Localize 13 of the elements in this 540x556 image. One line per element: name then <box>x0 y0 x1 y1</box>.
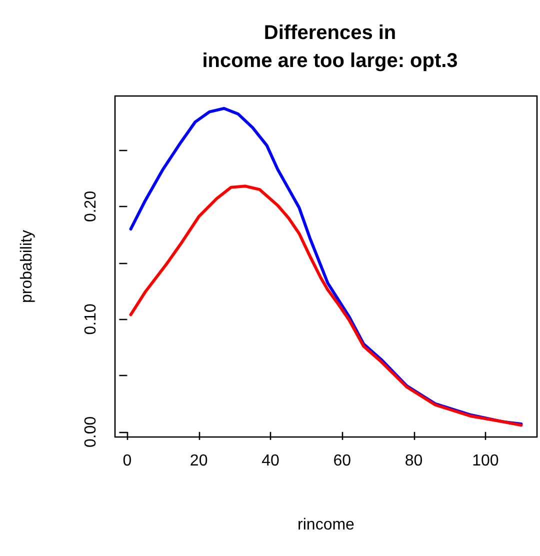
x-tick-label: 100 <box>472 452 499 470</box>
y-tick-label: 0.20 <box>82 190 100 222</box>
x-axis-title: rincome <box>298 516 355 534</box>
line-series <box>129 184 523 427</box>
x-tick-label: 20 <box>190 452 208 470</box>
x-tick-label: 60 <box>333 452 352 470</box>
y-axis-title: probability <box>18 230 36 303</box>
chart-title: Differences in income are too large: opt.3 <box>202 22 458 72</box>
y-tick-label: 0.10 <box>82 304 100 335</box>
x-tick-label: 40 <box>262 452 280 470</box>
x-tick-label: 0 <box>122 452 132 470</box>
x-tick-label: 80 <box>404 452 423 470</box>
y-tick-label: 0.00 <box>82 416 100 448</box>
